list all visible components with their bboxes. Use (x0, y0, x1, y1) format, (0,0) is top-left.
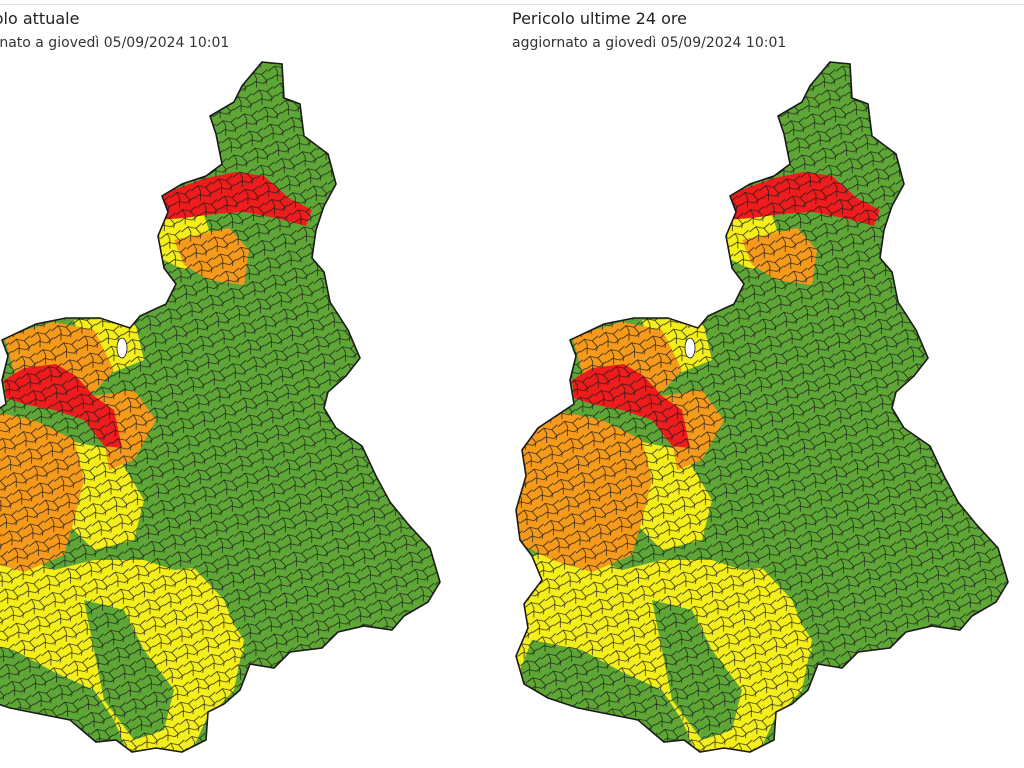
panel-title: Pericolo attuale (0, 9, 80, 28)
panel-header: Pericolo ultime 24 ore aggiornato a giov… (512, 6, 786, 54)
piemonte-danger-map-current[interactable] (0, 0, 456, 768)
panel-updated-timestamp: aggiornato a giovedì 05/09/2024 10:01 (512, 35, 787, 51)
panel-last-24h-danger: Pericolo ultime 24 ore aggiornato a giov… (512, 0, 1024, 768)
panel-current-danger: Pericolo attuale aggiornato a giovedì 05… (0, 0, 512, 768)
panel-updated-timestamp: aggiornato a giovedì 05/09/2024 10:01 (0, 35, 230, 51)
piemonte-danger-map-24h[interactable] (512, 0, 1024, 768)
top-divider (0, 4, 1024, 5)
panel-header: Pericolo attuale aggiornato a giovedì 05… (0, 6, 229, 54)
panel-title: Pericolo ultime 24 ore (512, 9, 687, 28)
